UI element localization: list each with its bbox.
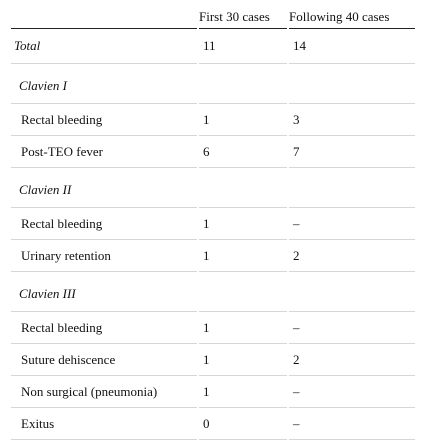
value-cell: – bbox=[289, 376, 415, 408]
row-label: Exitus bbox=[11, 408, 197, 440]
item-row: Exitus 0– bbox=[11, 408, 415, 440]
header-cell: First 30 cases bbox=[199, 0, 287, 29]
total-row: Total 11 14 bbox=[11, 29, 415, 64]
item-row: Urinary retention 1 2 bbox=[11, 240, 415, 272]
empty-cell bbox=[289, 168, 415, 208]
value-cell: – bbox=[289, 408, 415, 440]
group-row: Clavien III bbox=[11, 272, 415, 312]
row-label: Suture dehiscence bbox=[11, 344, 197, 376]
value-cell: – bbox=[289, 312, 415, 344]
row-label: Clavien III bbox=[11, 272, 197, 312]
value-cell: 1 bbox=[199, 376, 287, 408]
value-cell: 1 bbox=[199, 312, 287, 344]
item-row: Post-TEO fever 6 7 bbox=[11, 136, 415, 168]
complications-table: First 30 cases Following 40 cases Total 1… bbox=[9, 0, 417, 440]
empty-cell bbox=[199, 64, 287, 104]
item-row: Rectal bleeding 1 3 bbox=[11, 104, 415, 136]
value-cell: 1 bbox=[199, 240, 287, 272]
header-cell: Following 40 cases bbox=[289, 0, 415, 29]
table-header: First 30 cases Following 40 cases bbox=[11, 0, 415, 29]
group-row: Clavien II bbox=[11, 168, 415, 208]
value-cell: 1 bbox=[199, 208, 287, 240]
item-row: Rectal bleeding 1– bbox=[11, 208, 415, 240]
value-cell: 7 bbox=[289, 136, 415, 168]
group-row: Clavien I bbox=[11, 64, 415, 104]
row-label: Clavien I bbox=[11, 64, 197, 104]
value-cell: 2 bbox=[289, 344, 415, 376]
row-label: Rectal bleeding bbox=[11, 104, 197, 136]
value-cell: 3 bbox=[289, 104, 415, 136]
table-body: Total 11 14 Clavien I Rectal bleeding 1 3 Post-… bbox=[11, 29, 415, 440]
value-cell: 2 bbox=[289, 240, 415, 272]
item-row: Rectal bleeding 1– bbox=[11, 312, 415, 344]
value-cell: 1 bbox=[199, 344, 287, 376]
row-label: Clavien II bbox=[11, 168, 197, 208]
value-cell: – bbox=[289, 208, 415, 240]
empty-cell bbox=[289, 272, 415, 312]
row-label: Urinary retention bbox=[11, 240, 197, 272]
value-cell: 1 bbox=[199, 104, 287, 136]
empty-cell bbox=[289, 64, 415, 104]
row-label: Rectal bleeding bbox=[11, 312, 197, 344]
value-cell: 14 bbox=[289, 29, 415, 64]
item-row: Suture dehiscence 1 2 bbox=[11, 344, 415, 376]
row-label: Non surgical (pneumonia) bbox=[11, 376, 197, 408]
value-cell: 6 bbox=[199, 136, 287, 168]
header-row: First 30 cases Following 40 cases bbox=[11, 0, 415, 29]
empty-cell bbox=[199, 168, 287, 208]
value-cell: 11 bbox=[199, 29, 287, 64]
item-row: Non surgical (pneumonia) 1– bbox=[11, 376, 415, 408]
header-cell-empty bbox=[11, 0, 197, 29]
row-label: Post-TEO fever bbox=[11, 136, 197, 168]
row-label: Total bbox=[11, 29, 197, 64]
value-cell: 0 bbox=[199, 408, 287, 440]
empty-cell bbox=[199, 272, 287, 312]
row-label: Rectal bleeding bbox=[11, 208, 197, 240]
